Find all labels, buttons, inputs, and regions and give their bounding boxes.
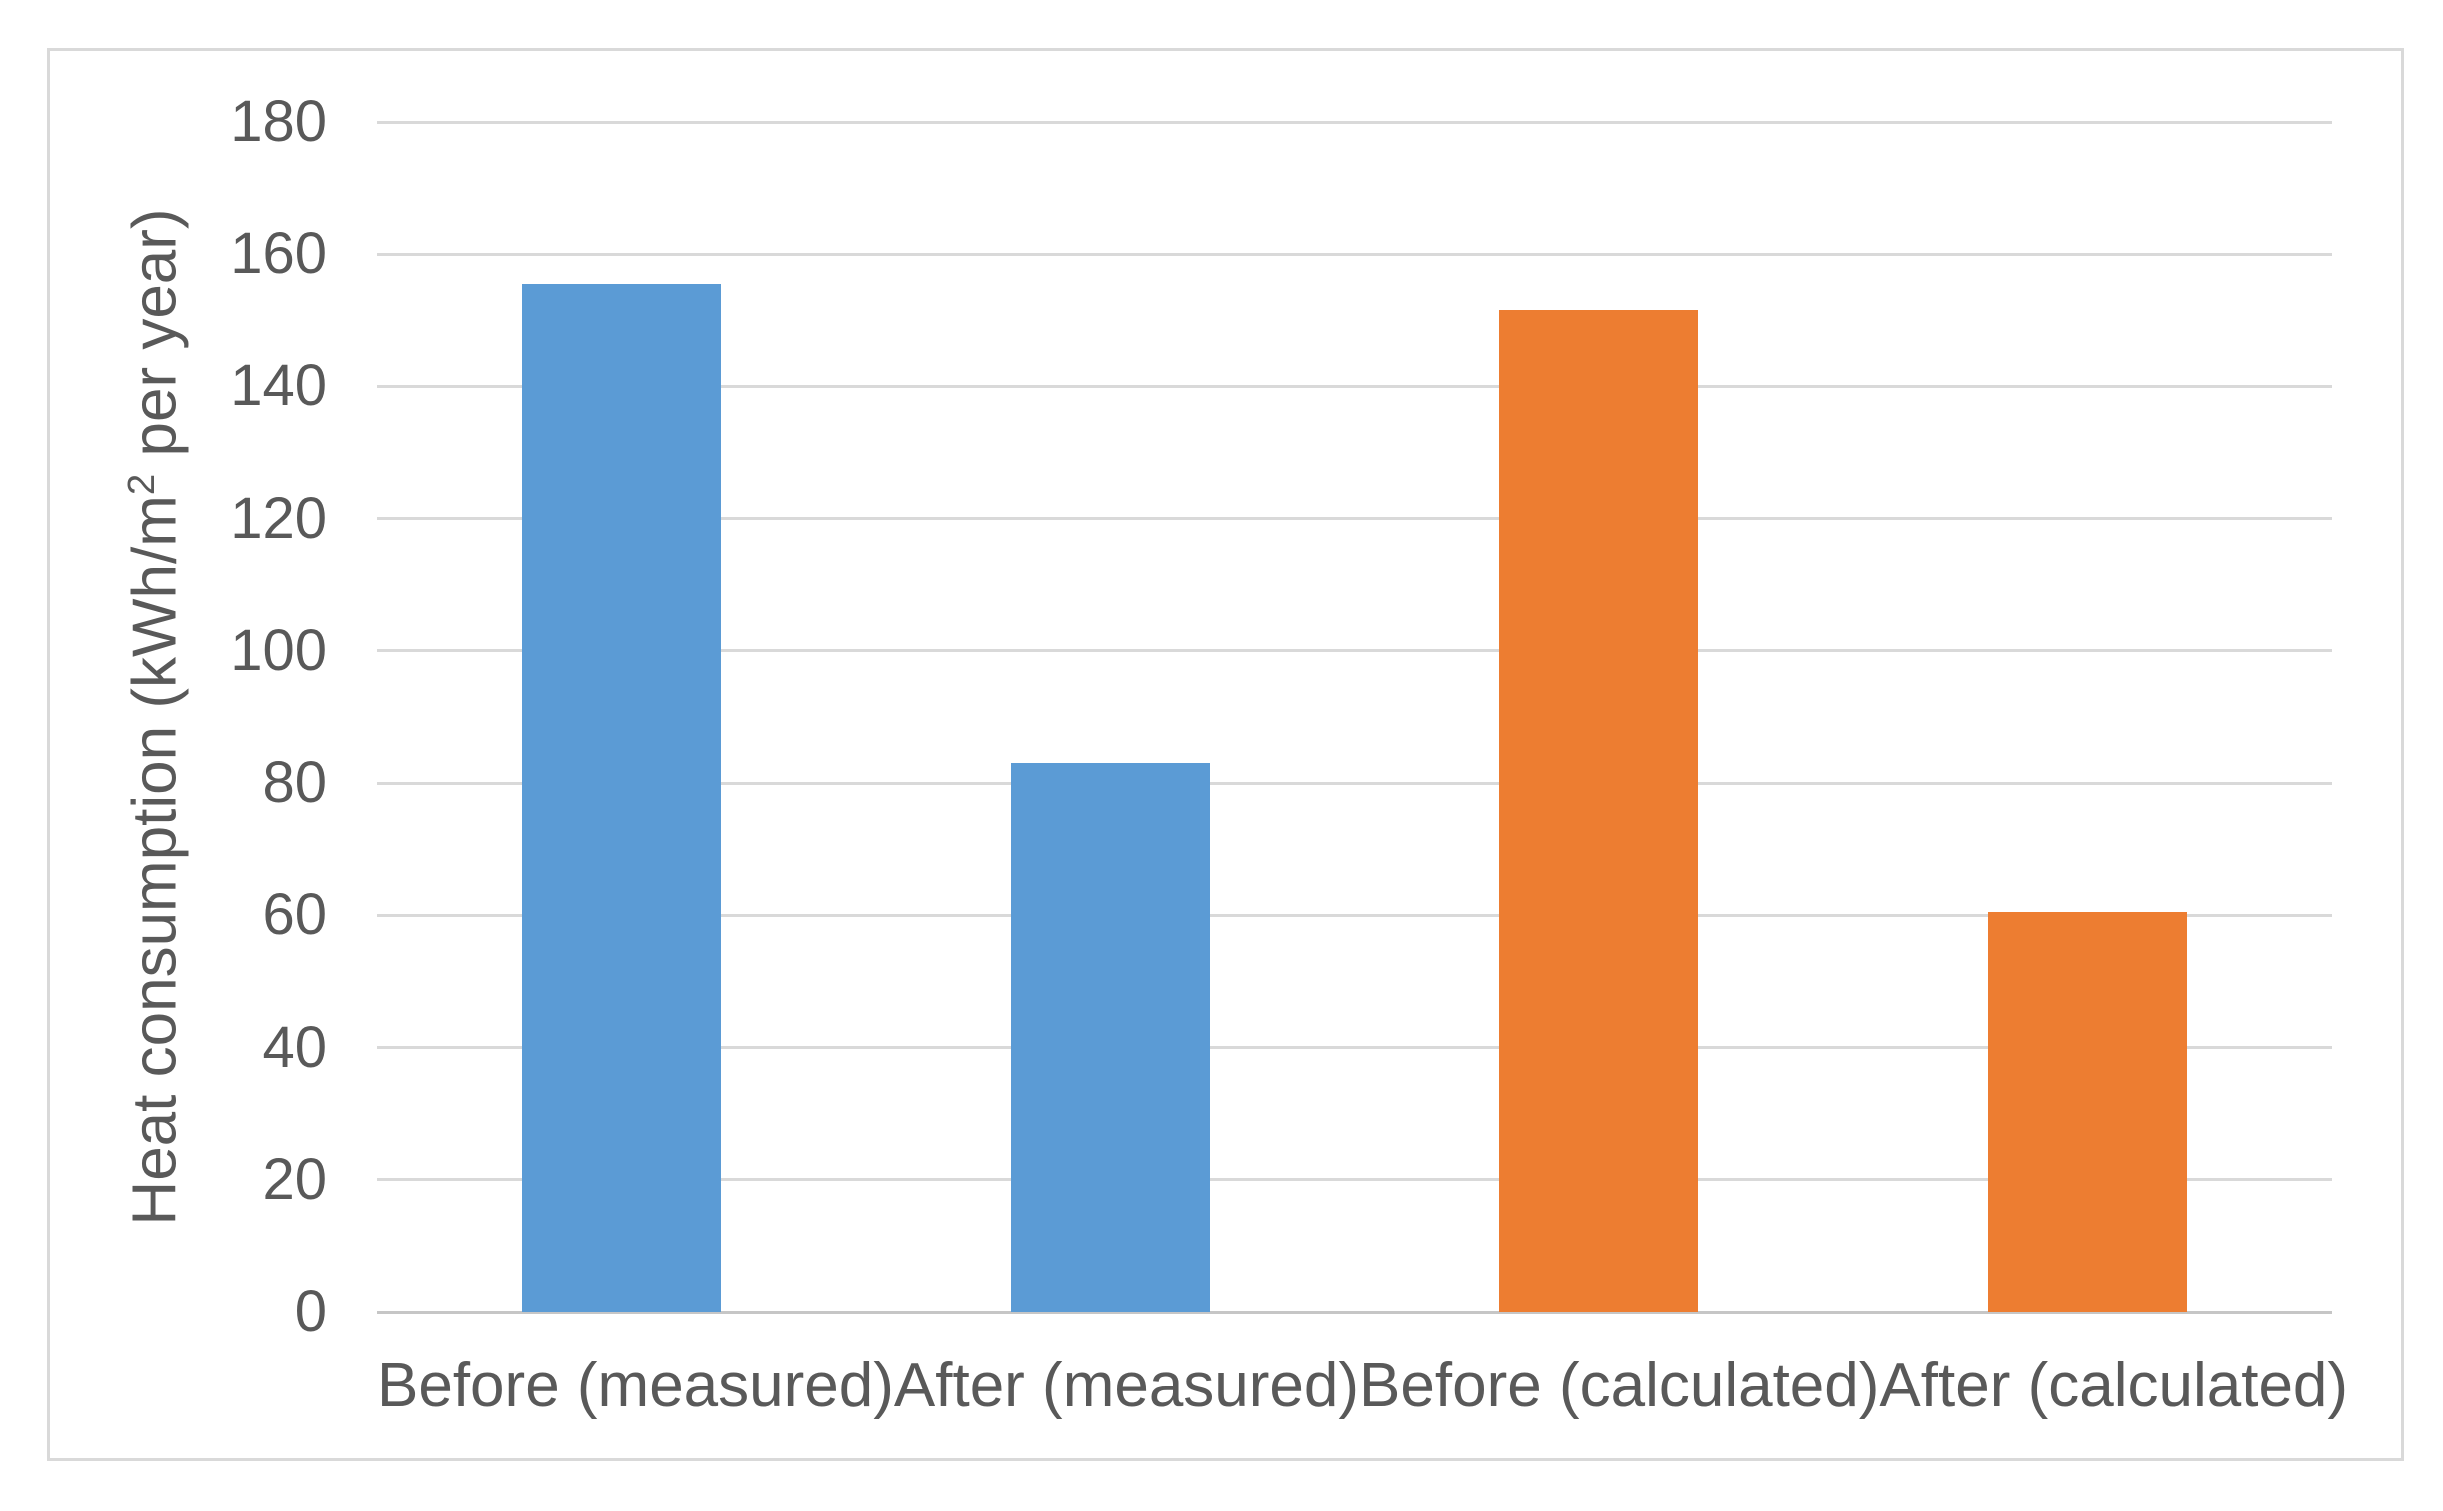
y-tick-label-120: 120 <box>230 485 327 551</box>
gridline-40 <box>377 1046 2332 1050</box>
category-slot-after-calculated <box>1843 122 2332 1312</box>
gridline-160 <box>377 252 2332 256</box>
bar-before-measured <box>521 283 721 1312</box>
category-slot-before-measured <box>377 122 866 1312</box>
y-tick-label-80: 80 <box>262 750 327 816</box>
y-tick-label-60: 60 <box>262 882 327 948</box>
plot-area <box>377 120 2332 1314</box>
x-category-label-after-measured: After (measured) <box>893 1351 1360 1420</box>
bar-before-calculated <box>1499 310 1699 1312</box>
y-tick-label-40: 40 <box>262 1014 327 1080</box>
bars-layer <box>377 122 2332 1312</box>
gridline-60 <box>377 913 2332 917</box>
chart-frame: Heat consumption (kWh/m2 per year) 0 20 40… <box>47 48 2404 1461</box>
category-slot-before-calculated <box>1355 122 1844 1312</box>
bar-after-calculated <box>1988 912 2188 1312</box>
y-tick-label-140: 140 <box>230 353 327 419</box>
y-tick-label-0: 0 <box>294 1279 327 1344</box>
gridline-180 <box>377 120 2332 124</box>
y-tick-label-160: 160 <box>230 221 327 287</box>
category-slot-after-measured <box>866 122 1355 1312</box>
bar-after-measured <box>1010 763 1210 1312</box>
gridline-100 <box>377 649 2332 653</box>
x-axis-category-labels: Before (measured) After (measured) Before … <box>377 1350 2348 1421</box>
y-tick-label-20: 20 <box>262 1146 327 1212</box>
gridline-140 <box>377 384 2332 388</box>
gridline-80 <box>377 781 2332 785</box>
x-category-label-before-measured: Before (measured) <box>377 1351 894 1420</box>
y-axis-tick-labels: 0 20 40 60 80 100 120 140 160 180 <box>50 89 377 1344</box>
y-tick-label-180: 180 <box>230 89 327 154</box>
gridline-20 <box>377 1178 2332 1182</box>
x-axis-line <box>377 1310 2332 1314</box>
gridline-120 <box>377 517 2332 521</box>
x-category-label-after-calculated: After (calculated) <box>1879 1351 2349 1420</box>
gridlines-layer <box>377 120 2332 1314</box>
x-category-label-before-calculated: Before (calculated) <box>1359 1351 1880 1420</box>
y-tick-label-100: 100 <box>230 617 327 683</box>
